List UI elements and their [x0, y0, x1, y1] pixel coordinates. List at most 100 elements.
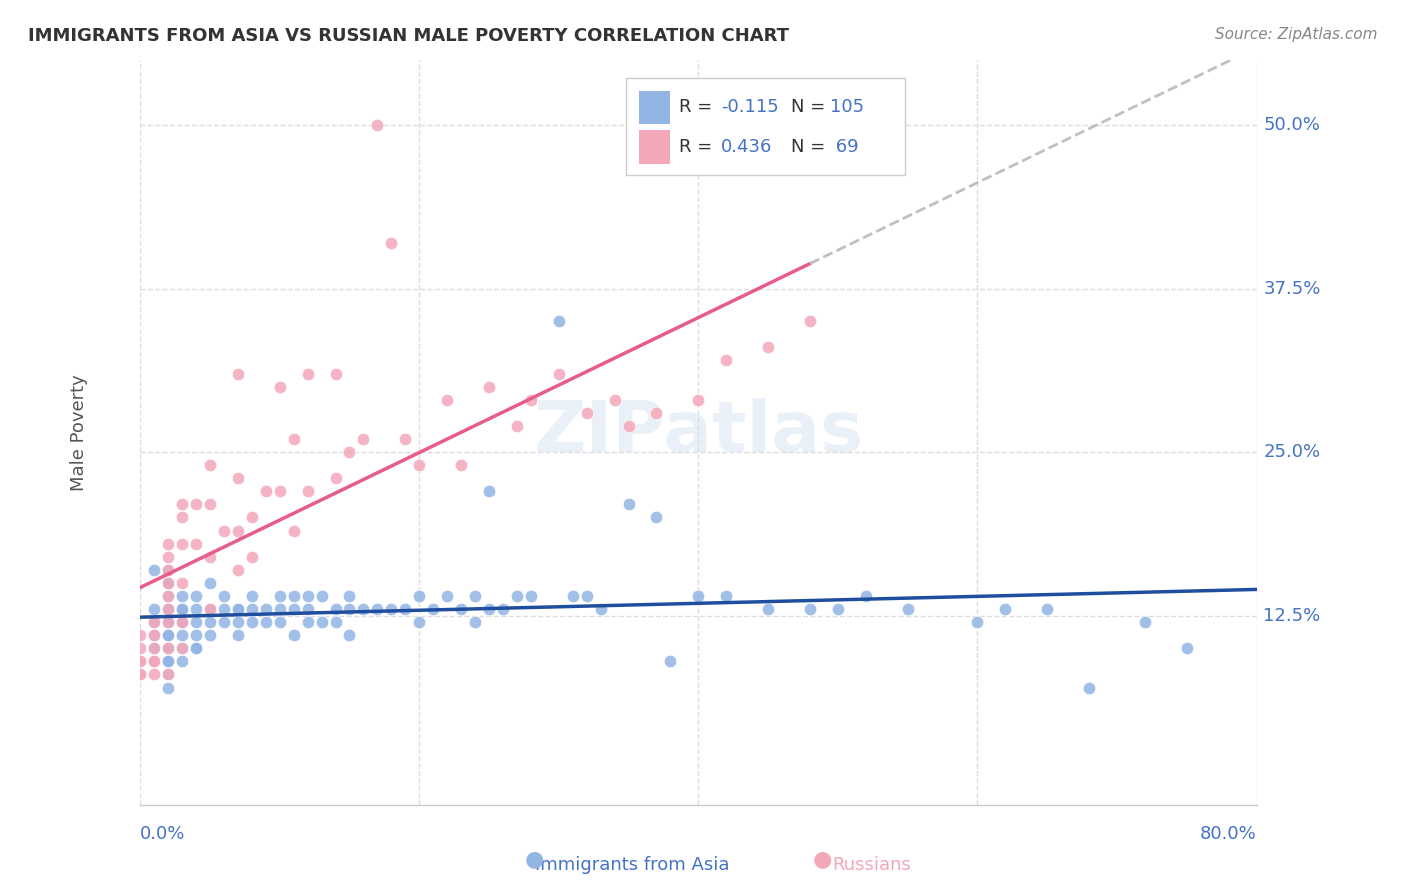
- Point: [157, 549, 180, 564]
- Point: [311, 615, 333, 629]
- Point: [157, 641, 180, 656]
- Text: N =: N =: [792, 98, 825, 116]
- Point: [157, 536, 180, 550]
- Point: [575, 406, 598, 420]
- Point: [450, 458, 472, 472]
- Text: Male Poverty: Male Poverty: [70, 374, 87, 491]
- Point: [212, 524, 235, 538]
- Point: [547, 367, 569, 381]
- Text: 0.0%: 0.0%: [141, 825, 186, 843]
- Point: [170, 589, 193, 603]
- Point: [297, 602, 319, 616]
- Point: [157, 589, 180, 603]
- Point: [198, 575, 221, 590]
- Point: [157, 575, 180, 590]
- Point: [157, 681, 180, 695]
- Point: [157, 615, 180, 629]
- Point: [226, 615, 249, 629]
- Point: [269, 484, 291, 499]
- Point: [352, 432, 374, 446]
- Point: [380, 602, 402, 616]
- Point: [1175, 641, 1198, 656]
- Point: [170, 615, 193, 629]
- Point: [184, 641, 207, 656]
- Point: [617, 418, 640, 433]
- Point: [157, 667, 180, 681]
- Point: [143, 628, 166, 642]
- Point: [157, 641, 180, 656]
- Point: [240, 589, 263, 603]
- Point: [170, 615, 193, 629]
- Point: [143, 615, 166, 629]
- Text: -0.115: -0.115: [721, 98, 779, 116]
- FancyBboxPatch shape: [626, 78, 905, 175]
- Text: 50.0%: 50.0%: [1264, 116, 1320, 134]
- Point: [756, 340, 779, 354]
- Point: [240, 615, 263, 629]
- Point: [170, 654, 193, 668]
- Point: [143, 654, 166, 668]
- Point: [897, 602, 920, 616]
- Point: [325, 367, 347, 381]
- Point: [184, 615, 207, 629]
- Point: [478, 602, 501, 616]
- Point: [170, 641, 193, 656]
- Point: [157, 575, 180, 590]
- Text: ●: ●: [813, 850, 832, 870]
- Point: [240, 549, 263, 564]
- Point: [283, 524, 305, 538]
- Point: [827, 602, 849, 616]
- Text: R =: R =: [679, 138, 713, 156]
- Text: R =: R =: [679, 98, 713, 116]
- Point: [184, 602, 207, 616]
- Point: [198, 615, 221, 629]
- Point: [506, 418, 529, 433]
- Point: [129, 641, 152, 656]
- Point: [339, 602, 361, 616]
- Text: ZIPatlas: ZIPatlas: [533, 398, 863, 467]
- Text: 12.5%: 12.5%: [1264, 607, 1320, 624]
- Text: 69: 69: [830, 138, 859, 156]
- Point: [143, 641, 166, 656]
- Point: [143, 615, 166, 629]
- Point: [170, 536, 193, 550]
- Point: [157, 615, 180, 629]
- Point: [226, 628, 249, 642]
- Point: [520, 392, 543, 407]
- Point: [143, 563, 166, 577]
- FancyBboxPatch shape: [640, 91, 671, 125]
- Text: Source: ZipAtlas.com: Source: ZipAtlas.com: [1215, 27, 1378, 42]
- Point: [325, 471, 347, 485]
- Point: [464, 589, 486, 603]
- Point: [283, 602, 305, 616]
- Text: 105: 105: [830, 98, 865, 116]
- Text: 80.0%: 80.0%: [1199, 825, 1257, 843]
- Text: Immigrants from Asia: Immigrants from Asia: [536, 856, 730, 874]
- Point: [283, 589, 305, 603]
- Point: [198, 602, 221, 616]
- Point: [254, 484, 277, 499]
- Point: [855, 589, 877, 603]
- Point: [143, 654, 166, 668]
- Point: [366, 602, 388, 616]
- Point: [184, 536, 207, 550]
- Point: [269, 602, 291, 616]
- Point: [966, 615, 988, 629]
- Point: [157, 602, 180, 616]
- Point: [157, 628, 180, 642]
- Point: [170, 628, 193, 642]
- Point: [756, 602, 779, 616]
- Point: [994, 602, 1017, 616]
- Point: [226, 563, 249, 577]
- Point: [184, 497, 207, 511]
- Text: 25.0%: 25.0%: [1264, 443, 1320, 461]
- Point: [799, 314, 821, 328]
- Point: [157, 641, 180, 656]
- Point: [617, 497, 640, 511]
- Point: [297, 367, 319, 381]
- Point: [184, 628, 207, 642]
- Point: [547, 314, 569, 328]
- Point: [422, 602, 444, 616]
- Point: [1078, 681, 1101, 695]
- Point: [170, 497, 193, 511]
